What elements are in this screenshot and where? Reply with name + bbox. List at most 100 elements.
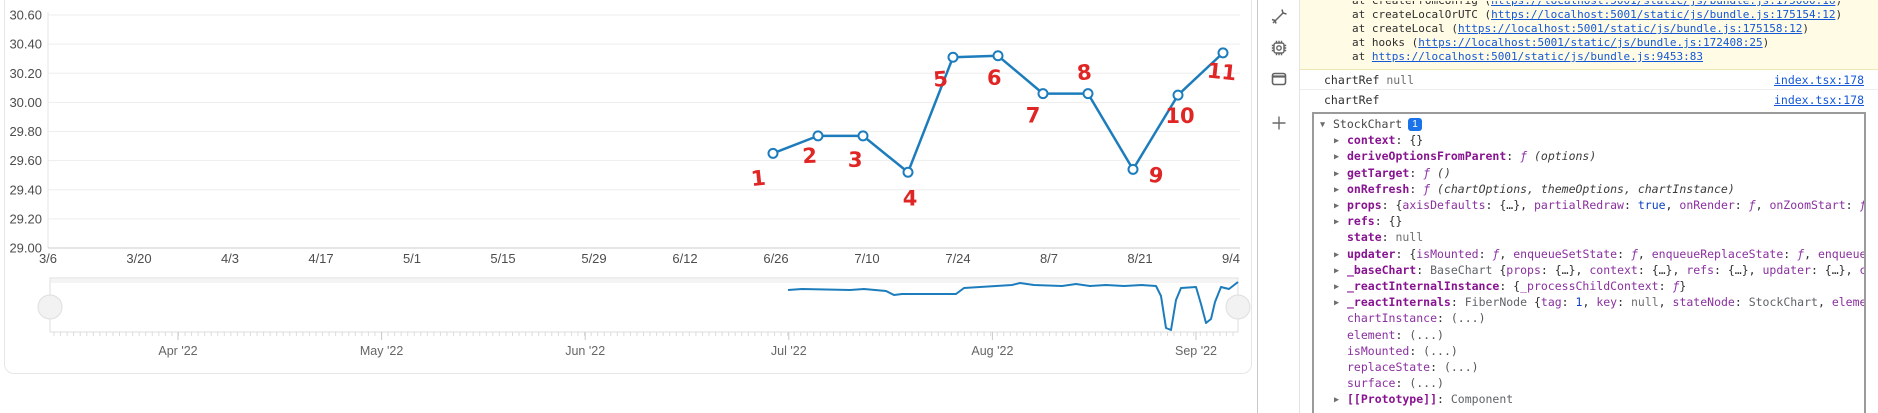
console-text: ,: [1665, 198, 1680, 213]
console-text: :: [1617, 295, 1631, 310]
stack-trace-line: at hooks (https://localhost:5001/static/…: [1300, 36, 1878, 50]
console-text: : {…},: [1810, 262, 1860, 277]
console-text: ƒ: [1672, 279, 1680, 294]
annotation-number: 7: [1026, 104, 1041, 128]
source-link[interactable]: index.tsx:178: [1773, 73, 1864, 87]
console-text: at createLocal (: [1352, 22, 1458, 35]
navigator-month-label: Jun '22: [565, 344, 605, 358]
annotation-number: 8: [1076, 60, 1093, 85]
device-frame-icon[interactable]: [1269, 69, 1289, 89]
data-point-marker[interactable]: [947, 51, 959, 63]
console-text: BaseChart: [1430, 262, 1493, 277]
y-axis-label: 30.60: [9, 8, 42, 23]
arrow-spacer: [1334, 231, 1347, 246]
console-text: :: [1395, 376, 1410, 391]
object-property-row: ▶ _baseChart: BaseChart {props: {…}, cont…: [1320, 262, 1864, 279]
expand-arrow-icon[interactable]: ▶: [1334, 184, 1340, 195]
console-text: {}: [1388, 214, 1403, 229]
console-text: :: [1381, 230, 1396, 245]
arrow-spacer: [1334, 361, 1347, 376]
console-text: ,: [1804, 246, 1818, 261]
console-text: surface: [1347, 376, 1396, 391]
source-link[interactable]: index.tsx:178: [1773, 93, 1864, 107]
console-text: {}: [1409, 133, 1424, 148]
x-axis-label: 5/15: [490, 251, 515, 266]
console-text: ƒ: [1797, 246, 1805, 261]
console-text: {: [1492, 262, 1507, 277]
stock-chart[interactable]: 30.60 30.40 30.20 30.00 29.80 29.60 29.40 29.20…: [0, 0, 1254, 413]
console-text: enqueueSetState: [1513, 246, 1618, 261]
expand-arrow-icon[interactable]: ▶: [1334, 217, 1340, 228]
console-text: elementT: [1831, 295, 1866, 310]
chip-icon[interactable]: [1269, 38, 1289, 58]
x-axis-label: 9/4: [1222, 251, 1240, 266]
console-text: at createLocalOrUTC (: [1352, 8, 1492, 21]
navigator-handle-right[interactable]: [1225, 294, 1251, 320]
data-point-marker[interactable]: [1172, 89, 1184, 101]
console-text: {: [1527, 295, 1541, 310]
expand-arrow-icon[interactable]: ▶: [1334, 265, 1340, 276]
stack-link[interactable]: https://localhost:5001/static/js/bundle.…: [1491, 1, 1835, 7]
console-text: :: [1623, 198, 1638, 213]
y-axis-label: 29.60: [9, 153, 42, 168]
stack-link[interactable]: https://localhost:5001/static/js/bundle.…: [1491, 8, 1836, 21]
stack-link[interactable]: https://localhost:5001/static/js/bundle.…: [1418, 36, 1763, 49]
stack-link[interactable]: https://localhost:5001/static/js/bundle.…: [1457, 22, 1803, 35]
object-property-row: ▶ getTarget: ƒ (): [1320, 166, 1860, 182]
expand-arrow-icon[interactable]: ▶: [1334, 201, 1340, 212]
x-axis-label: 6/26: [763, 251, 788, 266]
console-text: :: [1395, 327, 1410, 342]
data-point-marker[interactable]: [992, 50, 1004, 62]
navigator-track[interactable]: [49, 277, 1239, 333]
navigator-month-label: May '22: [360, 344, 403, 358]
data-point-marker[interactable]: [812, 130, 824, 142]
console-text: : {…},: [1540, 262, 1590, 277]
console-text: :: [1437, 311, 1451, 326]
console-text: _reactInternals: [1347, 295, 1451, 310]
console-text: _reactInternalInstance: [1347, 279, 1500, 294]
console-text: :: [1561, 295, 1576, 310]
stack-link[interactable]: https://localhost:5001/static/js/bundle.…: [1371, 50, 1704, 63]
data-point-marker[interactable]: [1217, 47, 1229, 59]
x-axis-label: 3/20: [126, 251, 151, 266]
x-axis-label: 4/3: [221, 251, 239, 266]
x-axis-label: 5/29: [581, 251, 606, 266]
expand-arrow-icon[interactable]: ▶: [1334, 168, 1340, 179]
expand-arrow-icon[interactable]: ▶: [1334, 298, 1340, 309]
console-text: :: [1658, 279, 1673, 294]
console-text: : {…},: [1714, 262, 1763, 277]
stack-trace-line: at createLocalOrUTC (https://localhost:5…: [1300, 8, 1878, 22]
console-text: (...): [1409, 376, 1444, 391]
expand-arrow-icon[interactable]: ▶: [1334, 152, 1340, 163]
console-text: : {: [1499, 279, 1521, 294]
data-point-marker[interactable]: [1127, 163, 1139, 175]
expand-arrow-icon[interactable]: ▶: [1334, 395, 1340, 406]
console-text: : {: [1395, 246, 1417, 261]
inspect-tools-icon[interactable]: [1269, 7, 1289, 27]
object-property-row: ▶ onRefresh: ƒ (chartOptions, themeOption…: [1320, 182, 1860, 198]
data-point-marker[interactable]: [857, 130, 869, 142]
console-text: (...): [1423, 343, 1458, 358]
add-icon[interactable]: [1269, 113, 1289, 133]
expand-arrow-icon[interactable]: ▶: [1334, 282, 1340, 293]
object-property-row: isMounted: (...): [1320, 344, 1860, 360]
data-point-marker[interactable]: [1082, 88, 1094, 100]
console-text: ,: [1658, 295, 1673, 310]
expand-arrow-icon[interactable]: ▶: [1334, 136, 1340, 147]
console-text: state: [1347, 230, 1382, 245]
data-point-marker[interactable]: [767, 147, 779, 159]
object-property-row: ▶ deriveOptionsFromParent: ƒ (options): [1320, 149, 1860, 165]
navigator-handle-left[interactable]: [37, 294, 63, 320]
annotation-number: 4: [903, 186, 918, 210]
y-axis-label: 29.00: [9, 241, 42, 256]
console-text: (): [1430, 165, 1451, 180]
devtools-console[interactable]: at createFromConfig (https://localhost:5…: [1300, 0, 1878, 413]
annotation-number: 10: [1165, 104, 1194, 128]
data-point-marker[interactable]: [902, 166, 914, 178]
expand-arrow-icon[interactable]: ▶: [1334, 249, 1340, 260]
navigator-month-label: Apr '22: [158, 344, 197, 358]
data-point-marker[interactable]: [1037, 88, 1049, 100]
collapse-arrow-icon[interactable]: ▼: [1320, 120, 1326, 130]
devtools-side-toolbar: [1258, 0, 1300, 413]
console-text: refs: [1347, 214, 1375, 229]
